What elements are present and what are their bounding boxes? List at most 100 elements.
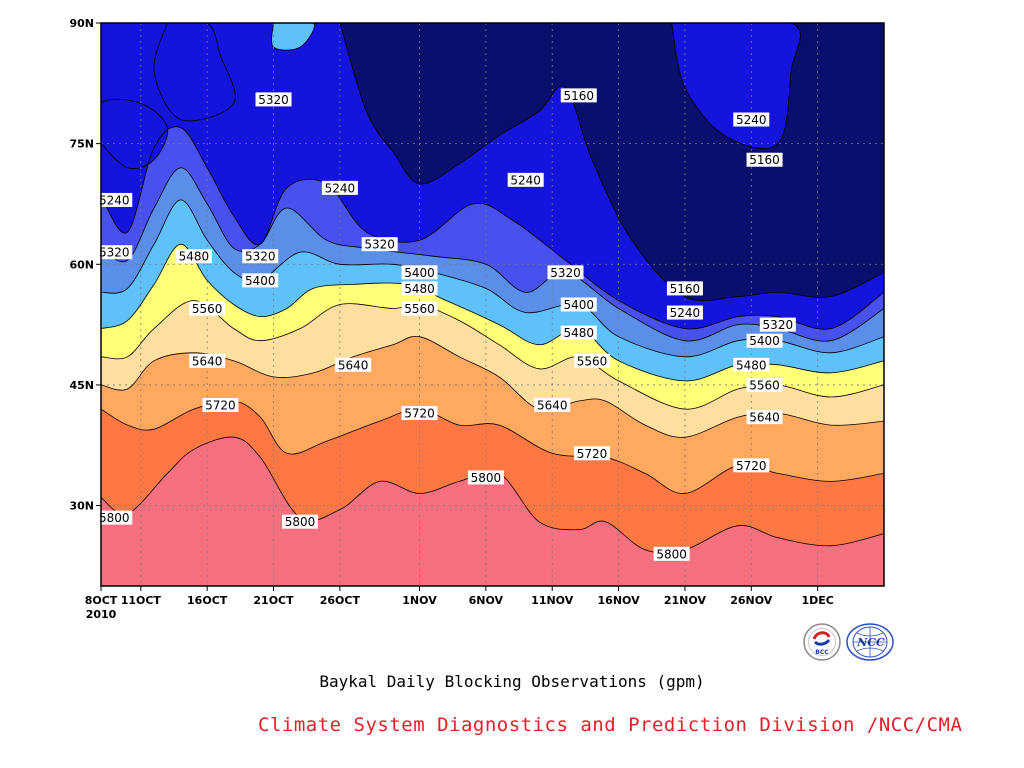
chart-caption: Baykal Daily Blocking Observations (gpm) xyxy=(319,672,705,691)
y-tick-label: 75N xyxy=(69,138,94,151)
x-tick-label: 21NOV xyxy=(664,594,707,607)
contour-label: 5560 xyxy=(577,354,608,368)
bcc-logo-text: BCC xyxy=(815,649,829,656)
contour-label: 5240 xyxy=(510,173,541,187)
contour-label-bg xyxy=(401,265,438,280)
contour-label: 5560 xyxy=(404,302,435,316)
contour-label-bg xyxy=(96,510,133,525)
contour-label-bg xyxy=(746,152,783,167)
contour-label: 5400 xyxy=(245,274,276,288)
x-tick-label: 8OCT xyxy=(85,594,118,607)
contour-label: 5160 xyxy=(563,89,594,103)
contour-label-bg xyxy=(321,180,358,195)
axes: 8OCT 11OCT 16OCT 21OCT 26OCT 1NOV 6NOV 11NOV 16N… xyxy=(69,17,833,621)
x-year-label: 2010 xyxy=(86,608,117,621)
contour-label-bg xyxy=(361,237,398,252)
contour-label: 5480 xyxy=(563,326,594,340)
contour-label-bg xyxy=(175,249,212,264)
contour-line-5800 xyxy=(101,436,884,554)
contour-labels: 5800 5800 5800 5800 5720 5720 5720 5720 5640 5640… xyxy=(96,88,796,561)
contour-line-5640 xyxy=(101,335,884,438)
ncc-logo-icon: NCC xyxy=(846,622,894,662)
x-tick-label: 11OCT xyxy=(121,594,162,607)
contour-label: 5400 xyxy=(749,334,780,348)
contour-label-bg xyxy=(574,446,611,461)
contour-label-bg xyxy=(560,297,597,312)
contour-label-bg xyxy=(666,281,703,296)
contour-label-bg xyxy=(467,470,504,485)
contour-label-bg xyxy=(560,325,597,340)
contour-label-bg xyxy=(759,317,796,332)
contour-label-bg xyxy=(401,301,438,316)
contour-label-bg xyxy=(282,514,319,529)
y-tick-label: 90N xyxy=(69,17,94,30)
contour-label-bg xyxy=(242,249,279,264)
contour-label: 5240 xyxy=(99,193,130,207)
contour-label: 5320 xyxy=(550,266,581,280)
contour-label-bg xyxy=(666,305,703,320)
x-tick-label: 21OCT xyxy=(253,594,294,607)
contour-label-bg xyxy=(507,172,544,187)
contour-label-bg xyxy=(733,458,770,473)
contour-label-bg xyxy=(189,301,226,316)
plot-frame xyxy=(100,22,885,587)
contour-label: 5640 xyxy=(537,399,568,413)
contour-label-bg xyxy=(560,88,597,103)
contour-label-bg xyxy=(746,377,783,392)
credit-text: Climate System Diagnostics and Predictio… xyxy=(258,714,963,736)
contour-label-bg xyxy=(534,398,571,413)
contour-label-bg xyxy=(401,406,438,421)
contour-label: 5320 xyxy=(245,250,276,264)
contour-label: 5720 xyxy=(577,447,608,461)
contour-label-bg xyxy=(202,398,239,413)
contour-label-bg xyxy=(242,273,279,288)
y-tick-label: 30N xyxy=(69,500,94,513)
x-tick-label: 16OCT xyxy=(187,594,228,607)
contour-label: 5800 xyxy=(285,515,316,529)
contour-label: 5640 xyxy=(338,358,369,372)
x-tick-label: 11NOV xyxy=(531,594,574,607)
contour-label: 5720 xyxy=(736,459,767,473)
bcc-logo-icon: BCC xyxy=(802,622,842,662)
contour-label: 5640 xyxy=(192,354,223,368)
contour-label-bg xyxy=(733,112,770,127)
contour-label-bg xyxy=(189,353,226,368)
contour-label-bg xyxy=(733,357,770,372)
contour-line-5560 xyxy=(101,300,884,410)
contour-lines xyxy=(101,23,884,554)
contour-label: 5320 xyxy=(99,246,130,260)
x-tick-label: 1DEC xyxy=(801,594,833,607)
contour-label: 5400 xyxy=(404,266,435,280)
contour-label: 5240 xyxy=(670,306,701,320)
contour-label-bg xyxy=(746,333,783,348)
contour-label: 5160 xyxy=(670,282,701,296)
blob-5400-north xyxy=(271,23,315,51)
contour-label: 5240 xyxy=(325,181,356,195)
contour-label-bg xyxy=(574,353,611,368)
contour-label: 5480 xyxy=(736,358,767,372)
contour-label: 5560 xyxy=(749,378,780,392)
contour-label-bg xyxy=(255,92,292,107)
contour-label: 5320 xyxy=(763,318,794,332)
contour-label: 5480 xyxy=(179,250,210,264)
ncc-logo-text: NCC xyxy=(856,636,885,649)
contour-label: 5720 xyxy=(404,407,435,421)
contour-label: 5800 xyxy=(656,547,687,561)
x-tick-label: 1NOV xyxy=(402,594,437,607)
contour-label: 5480 xyxy=(404,282,435,296)
contour-label-bg xyxy=(547,265,584,280)
x-tick-label: 26NOV xyxy=(730,594,773,607)
blob-5240-pocket-west xyxy=(101,98,169,170)
blob-5240-north-left xyxy=(153,23,236,122)
contour-label-bg xyxy=(401,281,438,296)
contour-label: 5720 xyxy=(205,399,236,413)
contour-label: 5400 xyxy=(563,298,594,312)
contour-label: 5560 xyxy=(192,302,223,316)
x-tick-label: 6NOV xyxy=(469,594,504,607)
contour-line-5320 xyxy=(101,167,884,342)
x-tick-label: 26OCT xyxy=(320,594,361,607)
contour-label: 5240 xyxy=(736,113,767,127)
contour-label-bg xyxy=(335,357,372,372)
contour-label-bg xyxy=(96,245,133,260)
y-tick-label: 45N xyxy=(69,379,94,392)
